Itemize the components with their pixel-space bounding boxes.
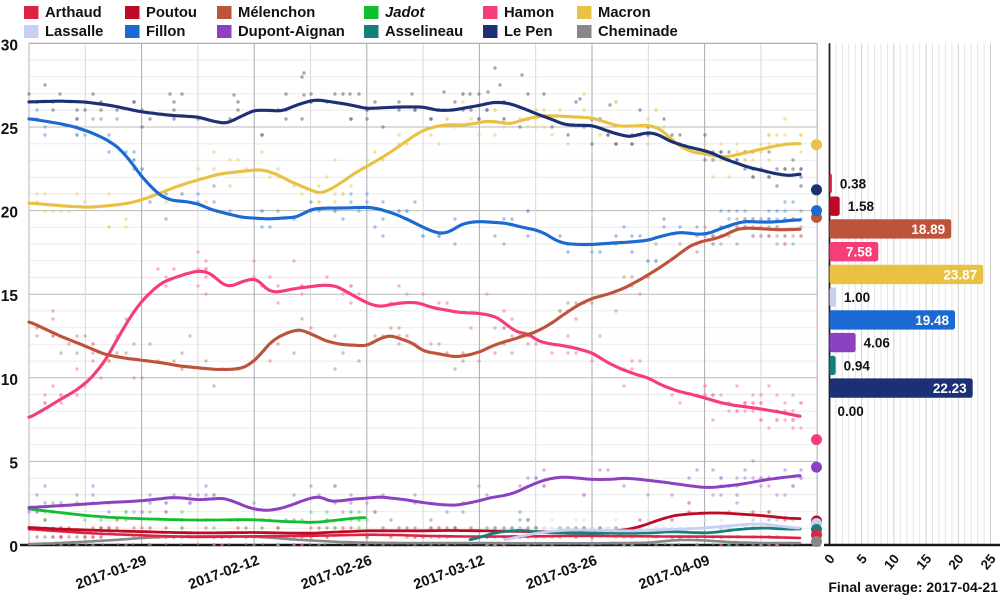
svg-text:Final average: 2017-04-21: Final average: 2017-04-21	[828, 579, 998, 595]
svg-text:Asselineau: Asselineau	[385, 24, 463, 40]
svg-text:1.00: 1.00	[844, 290, 870, 305]
svg-text:Cheminade: Cheminade	[598, 24, 678, 40]
svg-text:0.38: 0.38	[840, 176, 867, 191]
svg-text:5: 5	[9, 455, 18, 472]
svg-text:Le Pen: Le Pen	[504, 24, 553, 40]
svg-text:20: 20	[945, 551, 966, 572]
svg-text:0: 0	[9, 539, 18, 556]
svg-text:0.00: 0.00	[838, 404, 864, 419]
svg-text:1.58: 1.58	[848, 199, 875, 214]
svg-text:30: 30	[1, 37, 18, 54]
svg-text:0.94: 0.94	[844, 358, 871, 373]
svg-text:Lassalle: Lassalle	[45, 24, 103, 40]
svg-text:Poutou: Poutou	[146, 5, 197, 21]
svg-text:Macron: Macron	[598, 5, 651, 21]
svg-text:15: 15	[1, 288, 19, 305]
svg-text:22.23: 22.23	[933, 381, 967, 396]
svg-text:4.06: 4.06	[864, 336, 891, 351]
svg-text:Hamon: Hamon	[504, 5, 554, 21]
svg-text:20: 20	[1, 205, 18, 222]
svg-text:Mélenchon: Mélenchon	[238, 5, 315, 21]
svg-text:10: 10	[1, 372, 18, 389]
svg-text:Fillon: Fillon	[146, 24, 185, 40]
svg-text:Dupont-Aignan: Dupont-Aignan	[238, 24, 345, 40]
svg-text:7.58: 7.58	[846, 245, 873, 260]
svg-text:Jadot: Jadot	[385, 5, 426, 21]
svg-text:10: 10	[881, 551, 902, 572]
svg-text:18.89: 18.89	[911, 222, 945, 237]
svg-text:23.87: 23.87	[943, 267, 977, 282]
svg-text:25: 25	[1, 121, 19, 138]
svg-text:19.48: 19.48	[915, 313, 949, 328]
svg-text:Arthaud: Arthaud	[45, 5, 102, 21]
